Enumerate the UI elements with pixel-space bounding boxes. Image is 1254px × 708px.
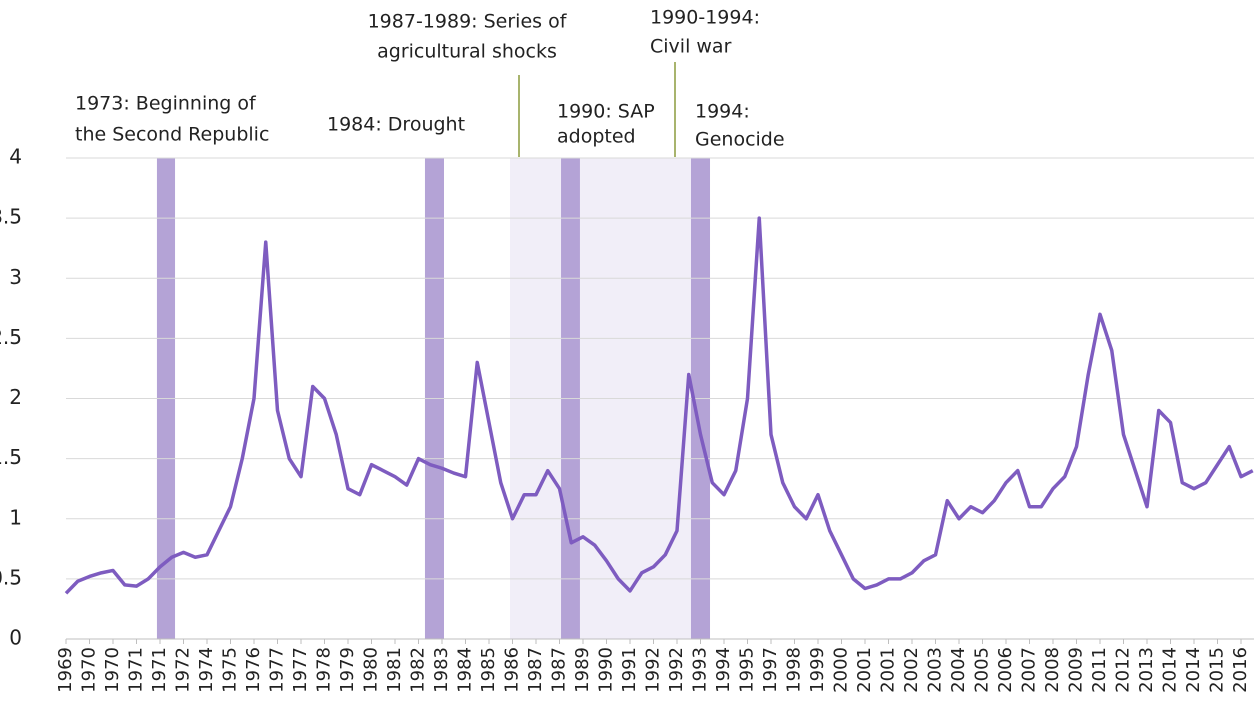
x-tick-label: 2005 <box>972 647 993 693</box>
x-tick-label: 1975 <box>220 647 241 693</box>
annotation: 1994: <box>695 101 750 123</box>
x-tick-label: 1985 <box>478 647 499 693</box>
x-tick-label: 2014 <box>1160 647 1181 693</box>
x-tick-label: 1974 <box>196 647 217 693</box>
y-tick-label: 2.5 <box>0 325 22 349</box>
x-tick-label: 1979 <box>337 647 358 693</box>
x-tick-label: 2001 <box>854 647 875 693</box>
x-tick-label: 1971 <box>149 647 170 693</box>
data-line <box>64 216 1254 595</box>
annotation: the Second Republic <box>75 124 269 146</box>
x-tick-label: 1998 <box>784 647 805 693</box>
x-tick-label: 1991 <box>619 647 640 693</box>
x-tick-label: 1984 <box>455 647 476 693</box>
x-tick-label: 1976 <box>243 647 264 693</box>
x-tick-label: 1980 <box>361 647 382 693</box>
x-tick-label: 2013 <box>1136 647 1157 693</box>
x-tick-label: 1989 <box>572 647 593 693</box>
annotation: 1987-1989: Series of <box>368 11 568 33</box>
annotation: 1973: Beginning of <box>75 93 257 115</box>
x-tick-label: 2012 <box>1113 647 1134 693</box>
x-tick-label: 1987 <box>525 647 546 693</box>
y-tick-label: 3.5 <box>0 205 22 229</box>
x-tick-label: 1978 <box>314 647 335 693</box>
x-tick-label: 1983 <box>431 647 452 693</box>
x-tick-label: 2003 <box>925 647 946 693</box>
x-tick-label: 1990 <box>596 647 617 693</box>
annotation: 1990-1994: <box>650 7 760 29</box>
x-tick-label: 1982 <box>408 647 429 693</box>
x-tick-label: 1970 <box>102 647 123 693</box>
x-tick-label: 2007 <box>1019 647 1040 693</box>
x-tick-label: 1977 <box>267 647 288 693</box>
y-tick-label: 4 <box>9 145 22 169</box>
x-tick-label: 1972 <box>173 647 194 693</box>
x-tick-label: 1981 <box>384 647 405 693</box>
x-tick-label: 1994 <box>713 647 734 693</box>
x-tick-label: 1977 <box>290 647 311 693</box>
x-tick-label: 1969 <box>55 647 76 693</box>
x-tick-label: 2009 <box>1066 647 1087 693</box>
y-tick-label: 2 <box>9 385 22 409</box>
x-tick-label: 2011 <box>1089 647 1110 693</box>
x-tick-label: 1999 <box>807 647 828 693</box>
x-tick-label: 2006 <box>995 647 1016 693</box>
x-tick-label: 1993 <box>690 647 711 693</box>
x-tick-label: 1970 <box>79 647 100 693</box>
x-tick-label: 2016 <box>1230 647 1251 693</box>
x-tick-label: 1995 <box>737 647 758 693</box>
y-tick-label: 1 <box>9 505 22 529</box>
annotation: 1990: SAP <box>557 101 655 123</box>
x-tick-label: 2004 <box>948 647 969 693</box>
annotation: adopted <box>557 126 636 148</box>
x-tick-label: 1986 <box>502 647 523 693</box>
x-tick-label: 1992 <box>643 647 664 693</box>
y-tick-label: 0.5 <box>0 565 22 589</box>
x-tick-label: 2001 <box>878 647 899 693</box>
x-tick-label: 1992 <box>666 647 687 693</box>
annotation: Civil war <box>650 36 732 58</box>
x-tick-label: 1987 <box>549 647 570 693</box>
x-tick-label: 1997 <box>760 647 781 693</box>
annotation: Genocide <box>695 129 785 151</box>
y-tick-label: 1.5 <box>0 445 22 469</box>
x-tick-label: 2014 <box>1183 647 1204 693</box>
x-tick-label: 2000 <box>831 647 852 693</box>
x-tick-label: 1971 <box>126 647 147 693</box>
annotation: agricultural shocks <box>377 41 557 63</box>
x-tick-label: 2008 <box>1042 647 1063 693</box>
x-tick-label: 2002 <box>901 647 922 693</box>
annotation: 1984: Drought <box>327 114 465 136</box>
y-tick-label: 3 <box>9 265 22 289</box>
y-tick-label: 0 <box>9 626 22 650</box>
x-tick-label: 2015 <box>1207 647 1228 693</box>
